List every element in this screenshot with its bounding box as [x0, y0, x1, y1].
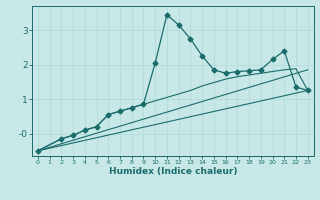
- X-axis label: Humidex (Indice chaleur): Humidex (Indice chaleur): [108, 167, 237, 176]
